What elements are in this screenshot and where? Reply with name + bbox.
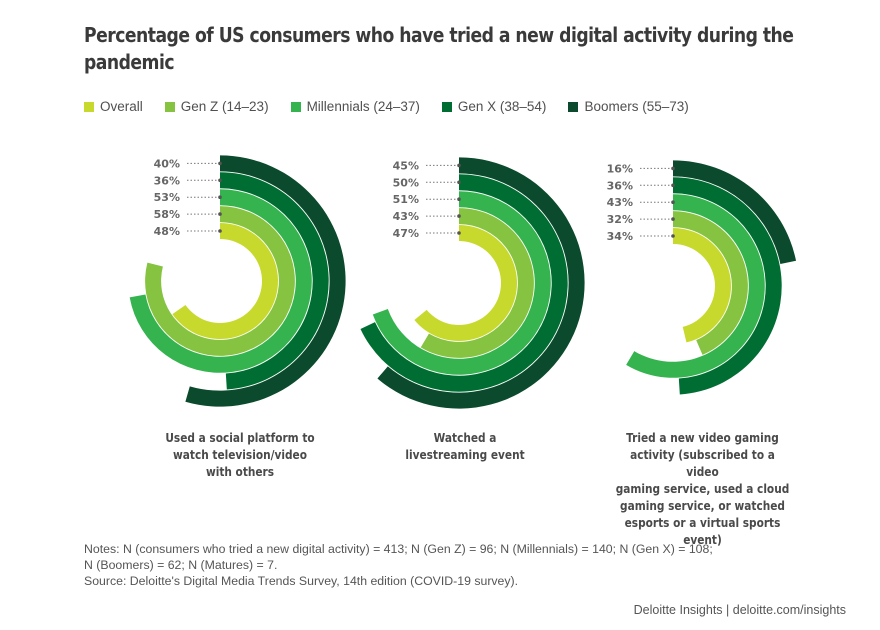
notes-line-1: Notes: N (consumers who tried a new digi… [84, 542, 713, 556]
legend-label: Overall [100, 99, 143, 114]
source-line: Source: Deloitte's Digital Media Trends … [84, 574, 519, 588]
leader-dot [218, 161, 222, 166]
legend-label: Millennials (24–37) [306, 99, 420, 114]
caption-line: with others [205, 465, 275, 479]
legend-swatch [568, 101, 579, 112]
leader-dot [671, 234, 675, 238]
caption-social: Used a social platform to watch televisio… [161, 430, 319, 481]
arc-gen [420, 208, 534, 358]
arc-millennials [626, 194, 765, 378]
leader-dot [457, 163, 461, 168]
legend-item-boomers: Boomers (55–73) [568, 99, 689, 114]
leader-dot [671, 183, 675, 188]
radial-chart-1: 48% 58% 53% 36% 40% [129, 155, 346, 407]
radial-chart-2: 47% 43% 51% 50% 45% [360, 157, 585, 409]
value-label: 40% [154, 157, 180, 170]
caption-line: activity (subscribed to a video [630, 448, 775, 479]
caption-line: watch television/video [173, 448, 307, 462]
caption-line: Used a social platform to [165, 431, 315, 445]
legend-item-millennials: Millennials (24–37) [290, 99, 420, 114]
value-label: 43% [607, 196, 633, 209]
legend-swatch [84, 101, 94, 112]
leader-dot [671, 200, 675, 204]
notes: Notes: N (consumers who tried a new digi… [84, 541, 844, 589]
footer-attribution: Deloitte Insights | deloitte.com/insight… [633, 603, 846, 617]
caption-line: gaming service, or watched [620, 499, 785, 513]
radial-chart-3: 34% 32% 43% 36% 16% [607, 160, 797, 395]
caption-line: livestreaming event [405, 448, 525, 462]
legend-swatch [290, 101, 301, 112]
leader-dot [457, 180, 461, 185]
legend-label: Gen X (38–54) [457, 99, 547, 114]
caption-line: Tried a new video gaming [626, 431, 779, 445]
value-label: 16% [607, 162, 633, 175]
leader-dot [218, 212, 222, 216]
leader-dot [218, 229, 222, 233]
legend-label: Boomers (55–73) [584, 99, 689, 114]
value-label: 47% [393, 227, 419, 240]
legend-item-genz: Gen Z (14–23) [164, 99, 269, 114]
leader-dot [218, 178, 222, 183]
arc-overall [172, 223, 278, 339]
arc-gen [220, 172, 329, 390]
legend-swatch [164, 101, 175, 112]
arc-boomers [377, 157, 585, 409]
leader-dot [671, 217, 675, 221]
notes-line-2: N (Boomers) = 62; N (Matures) = 7. [84, 558, 278, 572]
arc-gen [673, 177, 782, 395]
value-label: 34% [607, 230, 633, 243]
caption-gaming: Tried a new video gaming activity (subscr… [612, 430, 792, 549]
value-label: 58% [154, 208, 180, 221]
leader-dot [457, 231, 461, 235]
value-label: 32% [607, 213, 633, 226]
caption-line: gaming service, used a cloud [615, 482, 790, 496]
value-label: 43% [393, 210, 419, 223]
leader-dot [457, 197, 461, 201]
caption-line: esports or a virtual sports event) [624, 516, 781, 547]
value-label: 36% [607, 179, 633, 192]
caption-livestream: Watched a livestreaming event [399, 430, 531, 464]
value-label: 50% [393, 176, 419, 189]
arc-overall [673, 228, 731, 343]
legend: Overall Gen Z (14–23) Millennials (24–37… [84, 99, 711, 114]
arc-gen [673, 211, 748, 355]
chart-title: Percentage of US consumers who have trie… [84, 23, 794, 74]
value-label: 51% [393, 193, 419, 206]
legend-item-overall: Overall [84, 99, 143, 114]
value-label: 45% [393, 159, 419, 172]
caption-line: Watched a [433, 431, 497, 445]
value-label: 36% [154, 174, 180, 187]
arc-boomers [673, 160, 797, 264]
legend-swatch [441, 101, 452, 112]
arc-overall [414, 225, 517, 342]
value-label: 48% [154, 225, 180, 238]
leader-dot [671, 166, 675, 171]
value-label: 53% [154, 191, 180, 204]
legend-item-genx: Gen X (38–54) [441, 99, 547, 114]
leader-dot [457, 214, 461, 218]
leader-dot [218, 195, 222, 199]
legend-label: Gen Z (14–23) [180, 99, 269, 114]
